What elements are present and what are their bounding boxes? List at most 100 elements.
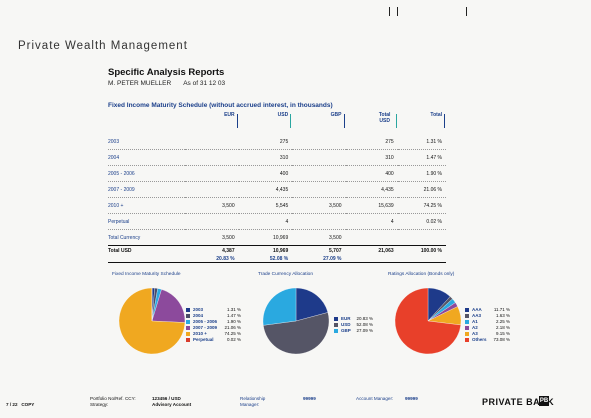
cell-total-usd <box>345 229 398 246</box>
cell-total-pct: 21.06 % <box>397 181 446 198</box>
legend-value: 1.31 % <box>226 307 241 312</box>
legend-item: A2 2.18 % <box>465 325 510 331</box>
top-mark-right <box>466 7 467 16</box>
legend-value: 73.08 % <box>493 337 510 342</box>
legend-maturity: 2003 1.31 % 2004 1.47 % 2005 - 2006 1.90 % … <box>186 307 241 343</box>
legend-value: 1.63 % <box>495 313 510 318</box>
legend-item: 2010 + 74.25 % <box>186 331 241 337</box>
col-header-gbp: GBP <box>292 112 345 134</box>
cell-total-usd: 4 <box>345 213 398 230</box>
legend-item: USD 52.08 % <box>334 322 373 328</box>
legend-name: USD <box>341 322 351 327</box>
legend-currency: EUR 20.83 % USD 52.08 % GBP 27.09 % <box>334 316 373 334</box>
am-value: 99999 <box>405 396 418 401</box>
table-row: 2010 + 3,500 5,545 3,500 15,639 74.25 % <box>108 197 446 214</box>
legend-swatch <box>465 319 469 324</box>
legend-name: A1 <box>472 319 478 324</box>
legend-swatch <box>465 313 469 318</box>
legend-item: 2004 1.47 % <box>186 313 241 319</box>
footer-page: 7 / 22 COPY <box>6 402 35 407</box>
cell-gbp <box>292 165 346 182</box>
legend-item: Perpetual 0.02 % <box>186 337 241 343</box>
total-eur: 4,387 <box>185 245 239 255</box>
cell-total-usd: 4,435 <box>345 181 398 198</box>
legend-name: AA3 <box>472 313 482 318</box>
legend-swatch <box>465 331 469 336</box>
legend-swatch <box>186 319 190 324</box>
cell-gbp <box>292 213 346 230</box>
ref-value: 123456 / USD <box>152 396 181 401</box>
table-row: 2004 310 310 1.47 % <box>108 149 446 166</box>
row-label: 2010 + <box>108 197 186 214</box>
total-label: Total USD <box>108 245 186 255</box>
cell-gbp <box>292 149 346 166</box>
pie-slice-gbp <box>262 287 297 326</box>
legend-swatch <box>334 316 338 321</box>
legend-value: 11.71 % <box>493 307 510 312</box>
legend-name: 2005 - 2006 <box>193 319 218 324</box>
cell-eur <box>185 213 239 230</box>
cell-total-pct: 1.90 % <box>397 165 446 182</box>
legend-item: 2003 1.31 % <box>186 307 241 313</box>
row-label: 2003 <box>108 134 186 150</box>
legend-item: GBP 27.09 % <box>334 328 373 334</box>
bank-name: PRIVATE BANK <box>482 397 555 407</box>
legend-name: A3 <box>472 331 478 336</box>
legend-value: 21.06 % <box>224 325 241 330</box>
cell-total-pct <box>397 229 446 246</box>
legend-value: 0.02 % <box>226 337 241 342</box>
legend-item: A1 2.25 % <box>465 319 510 325</box>
cell-total-usd: 275 <box>345 134 398 150</box>
legend-value: 2.18 % <box>495 325 510 330</box>
legend-item: AAA 11.71 % <box>465 307 510 313</box>
cell-gbp: 3,500 <box>292 229 346 246</box>
total-pct-usd: 52.08 % <box>238 255 293 263</box>
cell-total-usd: 310 <box>345 149 398 166</box>
pie-chart-ratings <box>394 287 462 355</box>
total-pct-eur: 20.83 % <box>185 255 239 263</box>
legend-value: 9.15 % <box>495 331 510 336</box>
cell-gbp <box>292 134 346 150</box>
pie-slice-usd <box>263 312 330 355</box>
total-pct-gbp: 27.09 % <box>292 255 346 263</box>
row-label: 2007 - 2009 <box>108 181 186 198</box>
cell-eur: 3,500 <box>185 229 239 246</box>
pie-slice-eur <box>295 287 329 322</box>
footer-ref-labels: Portfolio No/Ref. CCY: Strategy: <box>90 396 136 408</box>
as-of-date: As of 31 12 03 <box>183 80 226 87</box>
legend-swatch <box>465 325 469 330</box>
chart-title-maturity: Fixed Income Maturity Schedule <box>112 272 181 277</box>
legend-name: 2003 <box>193 307 204 312</box>
legend-swatch <box>465 337 469 342</box>
legend-name: 2007 - 2009 <box>193 325 218 330</box>
top-mark-left <box>389 7 390 16</box>
bank-logo-badge: PB <box>539 396 549 406</box>
strategy-value: Advisory Account <box>152 402 192 407</box>
cell-eur <box>185 165 239 182</box>
table-row: Total Currency 3,500 10,969 3,500 <box>108 229 446 246</box>
brand-title: Private Wealth Management <box>18 40 188 52</box>
legend-swatch <box>334 328 338 333</box>
table-row: Perpetual 4 4 0.02 % <box>108 213 446 230</box>
top-mark-mid <box>397 7 398 16</box>
cell-usd: 275 <box>238 134 293 150</box>
strategy-label: Strategy: <box>90 402 109 407</box>
cell-usd: 5,545 <box>238 197 293 214</box>
pie-chart-maturity <box>118 287 186 355</box>
cell-total-pct: 0.02 % <box>397 213 446 230</box>
table-row: 2007 - 2009 4,435 4,435 21.06 % <box>108 181 446 198</box>
cell-usd: 400 <box>238 165 293 182</box>
legend-item: Others 73.08 % <box>465 337 510 343</box>
row-label: Perpetual <box>108 213 186 230</box>
legend-name: 2010 + <box>193 331 207 336</box>
legend-name: AAA <box>472 307 482 312</box>
legend-value: 27.09 % <box>356 328 373 333</box>
legend-swatch <box>186 313 190 318</box>
rm-label: Relationship Manager: <box>240 396 266 407</box>
row-label: 2005 - 2006 <box>108 165 186 182</box>
legend-item: 2007 - 2009 21.06 % <box>186 325 241 331</box>
pie-slice-others <box>394 287 461 355</box>
cell-total-usd: 15,639 <box>345 197 398 214</box>
legend-item: EUR 20.83 % <box>334 316 373 322</box>
client-name: M. PETER MUELLER <box>108 80 172 87</box>
